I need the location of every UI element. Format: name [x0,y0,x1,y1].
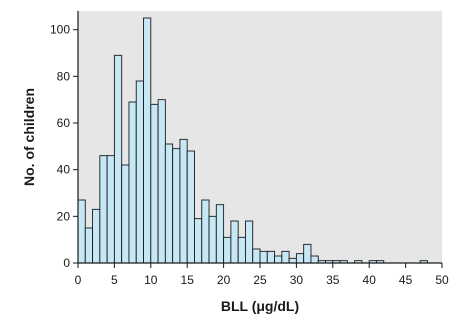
bar [303,243,312,264]
bar [77,199,86,264]
bar [274,255,283,264]
bar [237,236,246,264]
bar [113,54,123,264]
bar [164,143,174,264]
bar [259,250,268,264]
x-tick-label: 0 [75,273,82,287]
y-tick-label: 40 [57,163,71,177]
bar [201,199,210,264]
x-tick-label: 20 [217,273,231,287]
y-axis-title: No. of children [21,88,37,186]
bar [172,148,181,264]
bar [150,103,159,264]
bar [179,138,188,264]
x-axis-title: BLL (μg/dL) [221,298,299,314]
bar [157,99,166,264]
x-tick-label: 45 [399,273,413,287]
x-tick-label: 25 [253,273,267,287]
bar [92,208,101,264]
bar [295,253,305,264]
bar [135,80,144,264]
bar [244,220,254,264]
bar [230,220,239,264]
x-tick-label: 10 [144,273,158,287]
x-tick-label: 50 [435,273,449,287]
y-tick-label: 0 [63,256,70,270]
bar [84,227,94,264]
bar [99,155,108,264]
bar [223,236,232,264]
bar [215,204,225,264]
bar [121,164,130,264]
bar [128,101,137,264]
bar [266,250,276,264]
x-tick-label: 40 [363,273,377,287]
y-tick-label: 100 [50,23,70,37]
bar [281,250,290,264]
y-tick-label: 80 [57,69,71,83]
bar [288,257,297,264]
bar [194,218,203,264]
bar [106,155,115,264]
bar [208,215,217,264]
y-tick-label: 20 [57,209,71,223]
bar [252,248,261,264]
y-tick-label: 60 [57,116,71,130]
x-tick-label: 15 [181,273,195,287]
bar [143,17,152,264]
x-tick-label: 5 [111,273,118,287]
bar [310,255,319,264]
x-tick-label: 30 [290,273,304,287]
bar [186,150,195,264]
x-tick-label: 35 [326,273,340,287]
ticks-group: 0 5 10 15 20 25 30 35 40 45 50 0 20 40 60 80 100 [50,23,449,287]
